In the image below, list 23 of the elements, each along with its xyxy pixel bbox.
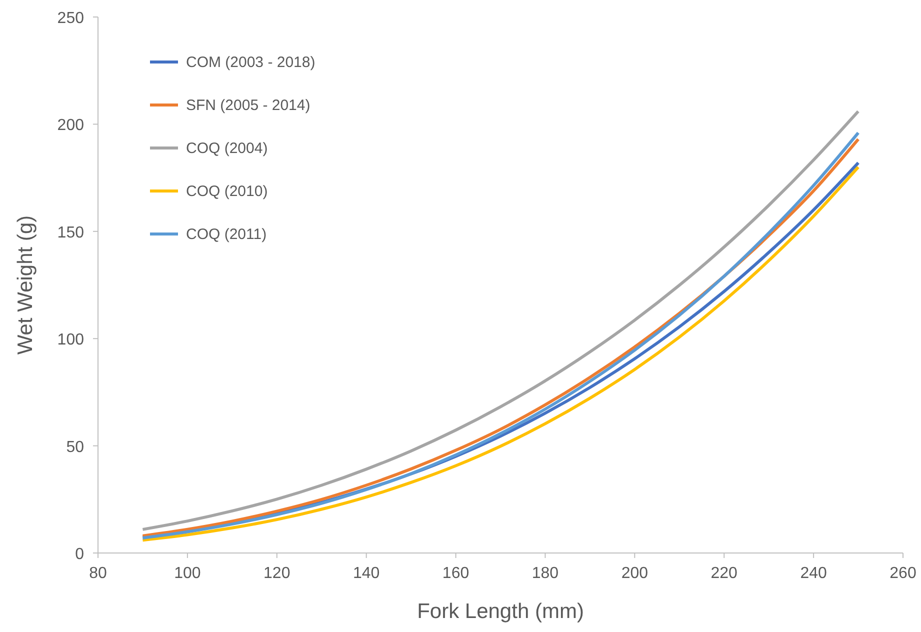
x-tick-label: 120 bbox=[264, 565, 290, 582]
y-tick-label: 0 bbox=[75, 546, 84, 563]
y-tick-label: 250 bbox=[57, 10, 84, 27]
y-tick-label: 200 bbox=[57, 117, 84, 134]
legend-label: SFN (2005 - 2014) bbox=[186, 97, 310, 114]
legend-label: COM (2003 - 2018) bbox=[186, 54, 316, 71]
legend-label: COQ (2010) bbox=[186, 183, 268, 200]
x-tick-label: 180 bbox=[532, 565, 559, 582]
x-tick-label: 260 bbox=[890, 565, 916, 582]
x-tick-label: 140 bbox=[352, 565, 380, 582]
y-axis-title: Wet Weight (g) bbox=[14, 215, 37, 355]
y-tick-label: 150 bbox=[57, 224, 84, 242]
x-tick-label: 220 bbox=[710, 565, 738, 582]
legend-label: COQ (2004) bbox=[186, 140, 268, 157]
x-tick-label: 80 bbox=[89, 565, 107, 582]
x-axis-title: Fork Length (mm) bbox=[417, 600, 584, 623]
x-tick-label: 200 bbox=[621, 565, 648, 582]
legend-label: COQ (2011) bbox=[186, 226, 267, 243]
y-tick-label: 100 bbox=[57, 332, 84, 349]
x-tick-label: 240 bbox=[800, 565, 827, 582]
y-tick-label: 50 bbox=[66, 438, 84, 456]
x-tick-label: 160 bbox=[442, 565, 470, 582]
x-tick-label: 100 bbox=[174, 565, 201, 582]
